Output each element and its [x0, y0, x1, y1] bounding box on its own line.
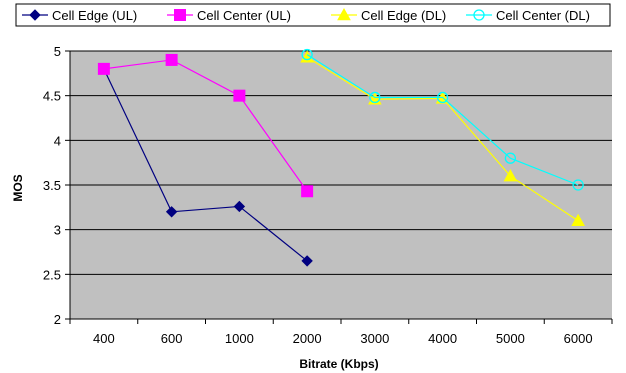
legend-label: Cell Edge (UL) — [52, 8, 137, 23]
legend-label: Cell Edge (DL) — [361, 8, 446, 23]
legend-item: Cell Center (UL) — [167, 8, 291, 23]
x-tick-label: 3000 — [360, 331, 389, 346]
data-point-marker — [175, 10, 186, 21]
x-tick-label: 6000 — [564, 331, 593, 346]
y-tick-label: 4 — [54, 133, 61, 148]
y-tick-label: 3.5 — [43, 178, 61, 193]
data-point-marker — [98, 63, 109, 74]
chart-legend: Cell Edge (UL) Cell Center (UL) Cell Edge … — [16, 4, 610, 26]
y-tick-labels: 2 2.5 3 3.5 4 4.5 5 — [43, 44, 61, 327]
x-tick-label: 4000 — [428, 331, 457, 346]
data-point-marker — [234, 90, 245, 101]
y-tick-label: 2.5 — [43, 267, 61, 282]
x-tick-label: 1000 — [225, 331, 254, 346]
y-tick-label: 3 — [54, 223, 61, 238]
x-tick-label: 600 — [161, 331, 183, 346]
data-point-marker — [166, 54, 177, 65]
x-tick-label: 2000 — [293, 331, 322, 346]
data-point-marker — [302, 186, 313, 197]
legend-label: Cell Center (UL) — [197, 8, 291, 23]
y-tick-label: 2 — [54, 312, 61, 327]
x-tick-label: 400 — [93, 331, 115, 346]
y-tick-label: 5 — [54, 44, 61, 59]
legend-label: Cell Center (DL) — [496, 8, 590, 23]
x-axis-title: Bitrate (Kbps) — [299, 357, 378, 371]
x-tick-labels: 400 600 1000 2000 3000 4000 5000 6000 — [93, 331, 593, 346]
y-axis-title: MOS — [11, 174, 25, 201]
x-tick-label: 5000 — [496, 331, 525, 346]
y-tick-label: 4.5 — [43, 89, 61, 104]
